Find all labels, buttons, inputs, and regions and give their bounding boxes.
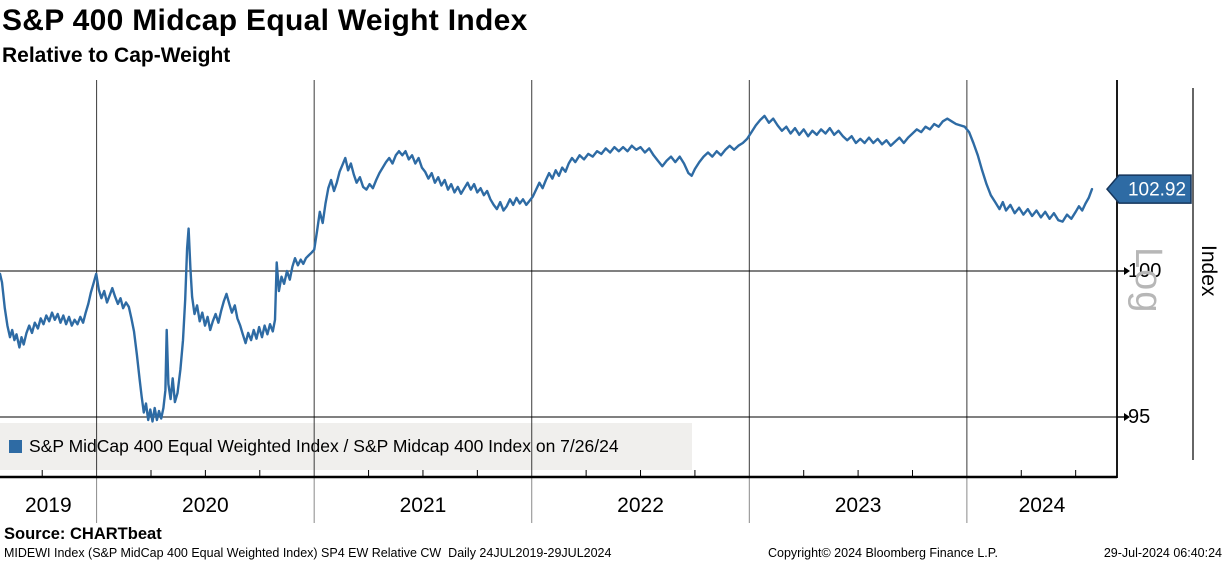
x-tick-label: 2019 — [24, 494, 72, 517]
footer-copyright: Copyright© 2024 Bloomberg Finance L.P. — [768, 546, 998, 560]
y-tick-arrow-icon — [1124, 267, 1130, 275]
x-tick-label: 2022 — [617, 494, 664, 517]
last-value-badge-shape — [1106, 174, 1192, 204]
price-line — [0, 114, 1094, 423]
legend-series-swatch — [9, 440, 22, 453]
legend[interactable]: S&P MidCap 400 Equal Weighted Index / S&… — [0, 423, 692, 470]
right-axis-title: Index — [1197, 245, 1220, 297]
x-tick-label: 2023 — [834, 494, 882, 517]
log-scale-watermark: Log — [1127, 247, 1169, 314]
grid-layer — [0, 80, 1194, 523]
footer-security-info: MIDEWI Index (S&P MidCap 400 Equal Weigh… — [4, 546, 612, 560]
last-value-badge: 102.92 — [1106, 174, 1192, 204]
footer-timestamp: 29-Jul-2024 06:40:24 — [1103, 546, 1222, 560]
x-tick-label: 2024 — [1018, 494, 1066, 517]
x-tick-label: 2020 — [182, 494, 229, 517]
page-subtitle: Relative to Cap-Weight — [2, 44, 231, 67]
last-value-label: 102.92 — [1128, 180, 1186, 201]
legend-series-label: S&P MidCap 400 Equal Weighted Index / S&… — [29, 436, 619, 456]
y-tick-label: 100 — [1128, 260, 1162, 282]
x-tick-label: 2021 — [399, 494, 447, 517]
y-tick-arrow-icon — [1124, 413, 1130, 421]
y-tick-label: 95 — [1128, 406, 1151, 428]
page-title: S&P 400 Midcap Equal Weight Index — [2, 4, 528, 37]
source-line: Source: CHARTbeat — [4, 525, 162, 543]
